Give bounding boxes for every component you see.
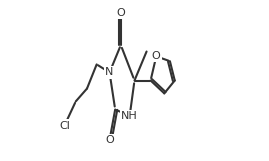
Text: O: O xyxy=(116,8,125,18)
Text: O: O xyxy=(105,135,114,145)
Text: N: N xyxy=(105,67,114,77)
Text: Cl: Cl xyxy=(59,121,70,131)
Text: NH: NH xyxy=(121,111,138,121)
Text: O: O xyxy=(152,51,161,61)
